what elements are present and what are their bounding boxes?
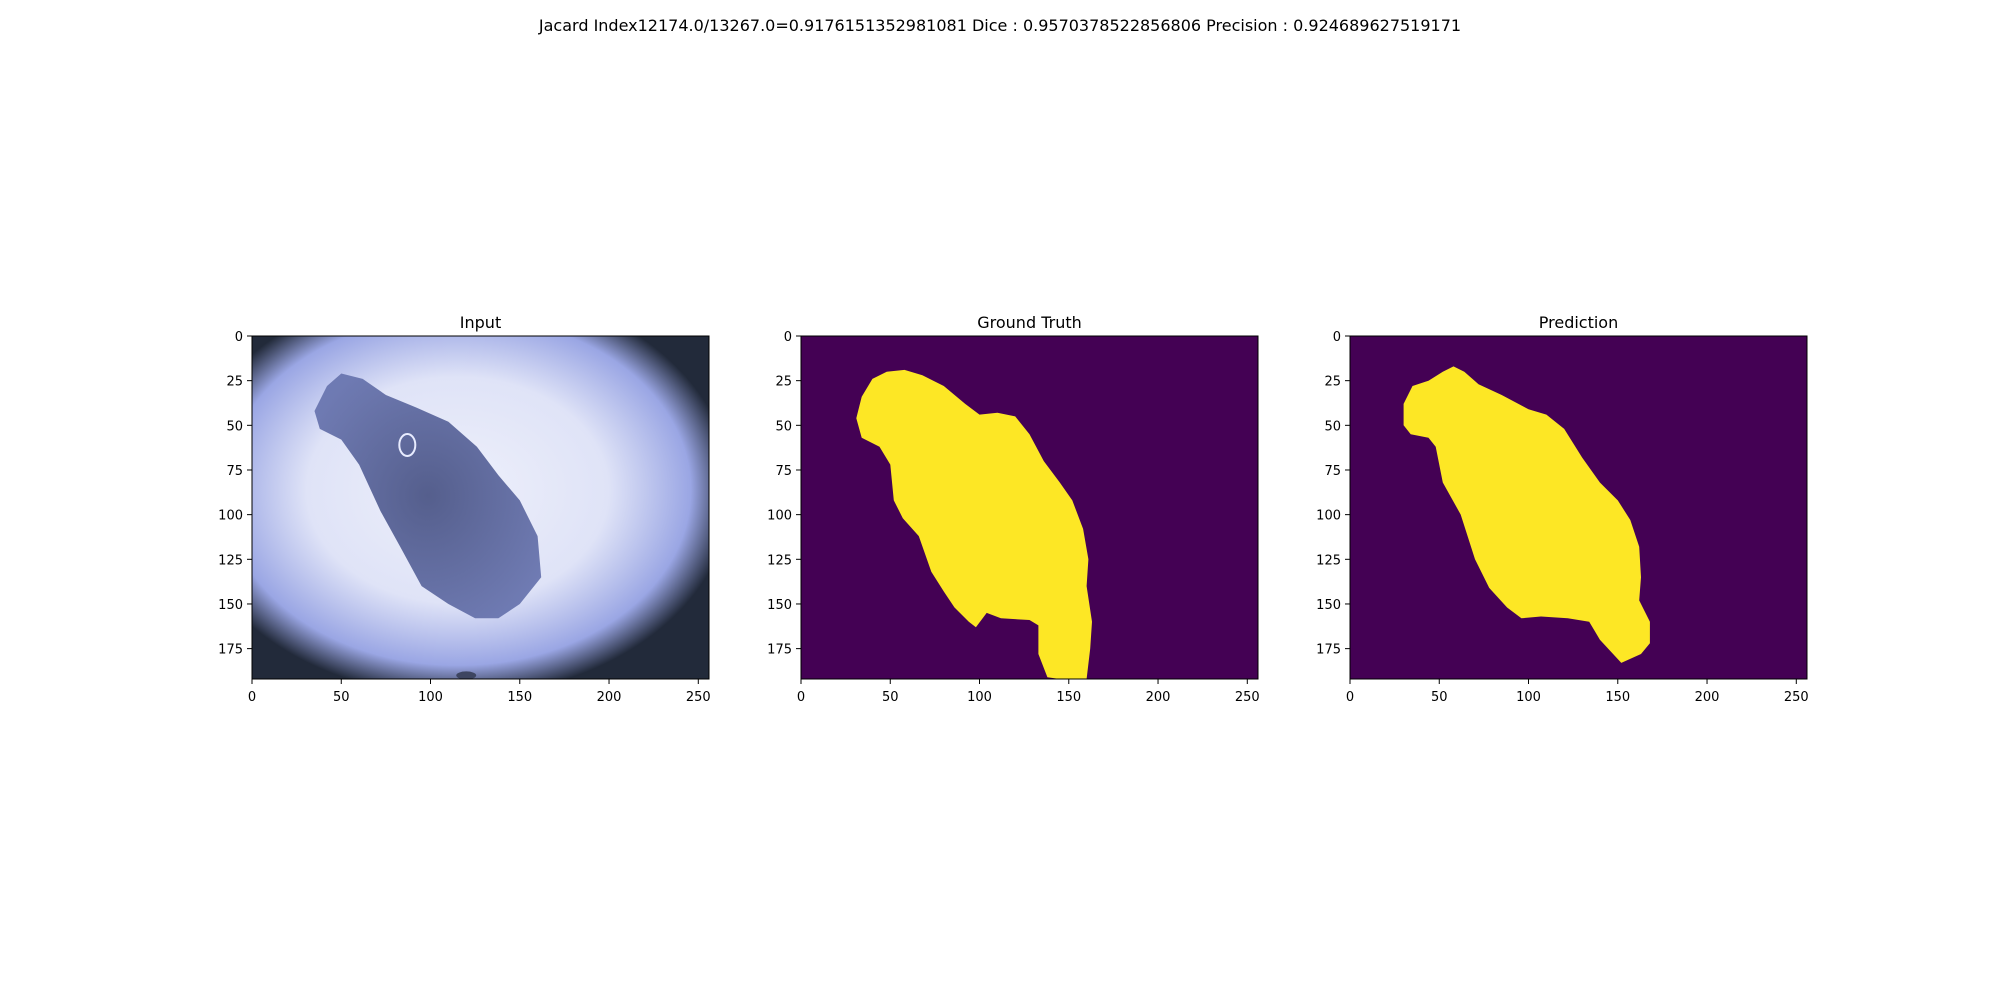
y-tick-label: 175 <box>1316 643 1341 658</box>
y-tick-label: 75 <box>226 464 243 479</box>
x-tick-label: 100 <box>1516 690 1541 705</box>
x-tick-label: 200 <box>1146 690 1171 705</box>
y-tick-label: 0 <box>1333 330 1341 345</box>
y-tick-label: 175 <box>767 643 792 658</box>
y-tick-label: 125 <box>767 553 792 568</box>
x-tick-label: 50 <box>333 690 350 705</box>
x-tick-label: 150 <box>1605 690 1630 705</box>
image-layer <box>1350 336 1807 679</box>
y-tick-label: 100 <box>1316 509 1341 524</box>
x-tick-label: 0 <box>1346 690 1354 705</box>
y-tick-label: 175 <box>218 643 243 658</box>
y-tick-label: 50 <box>226 419 243 434</box>
y-tick-label: 50 <box>1324 419 1341 434</box>
y-tick-label: 75 <box>1324 464 1341 479</box>
axes-title: Input <box>460 313 501 332</box>
y-tick-label: 150 <box>218 598 243 613</box>
axes-panel-2: Ground Truth 0 50 100 150 200 250 0 25 50 75 100 125… <box>767 313 1260 705</box>
y-tick-label: 50 <box>775 419 792 434</box>
x-tick-label: 250 <box>1784 690 1809 705</box>
axes-panel-1: Input 0 50 100 150 200 250 0 25 50 75 100 125 150 175 <box>218 313 711 705</box>
dark-artifact <box>456 671 476 679</box>
y-tick-label: 150 <box>1316 598 1341 613</box>
x-tick-label: 150 <box>1056 690 1081 705</box>
x-tick-label: 100 <box>967 690 992 705</box>
x-tick-label: 100 <box>418 690 443 705</box>
y-tick-label: 125 <box>218 553 243 568</box>
y-tick-label: 25 <box>1324 375 1341 390</box>
y-tick-label: 0 <box>784 330 792 345</box>
image-layer <box>252 336 709 679</box>
y-tick-label: 25 <box>775 375 792 390</box>
y-tick-label: 100 <box>767 509 792 524</box>
image-layer <box>801 336 1258 679</box>
x-tick-label: 0 <box>248 690 256 705</box>
x-tick-label: 250 <box>686 690 711 705</box>
x-tick-label: 150 <box>507 690 532 705</box>
y-tick-label: 150 <box>767 598 792 613</box>
y-tick-label: 25 <box>226 375 243 390</box>
y-tick-label: 0 <box>235 330 243 345</box>
y-tick-label: 75 <box>775 464 792 479</box>
x-tick-label: 250 <box>1235 690 1260 705</box>
x-tick-label: 200 <box>597 690 622 705</box>
axes-title: Prediction <box>1539 313 1618 332</box>
x-tick-label: 50 <box>1431 690 1448 705</box>
axes-panel-3: Prediction 0 50 100 150 200 250 0 25 50 75 100 125 15… <box>1316 313 1809 705</box>
x-tick-label: 50 <box>882 690 899 705</box>
x-tick-label: 200 <box>1695 690 1720 705</box>
x-tick-label: 0 <box>797 690 805 705</box>
y-tick-label: 125 <box>1316 553 1341 568</box>
y-tick-label: 100 <box>218 509 243 524</box>
axes-title: Ground Truth <box>977 313 1082 332</box>
